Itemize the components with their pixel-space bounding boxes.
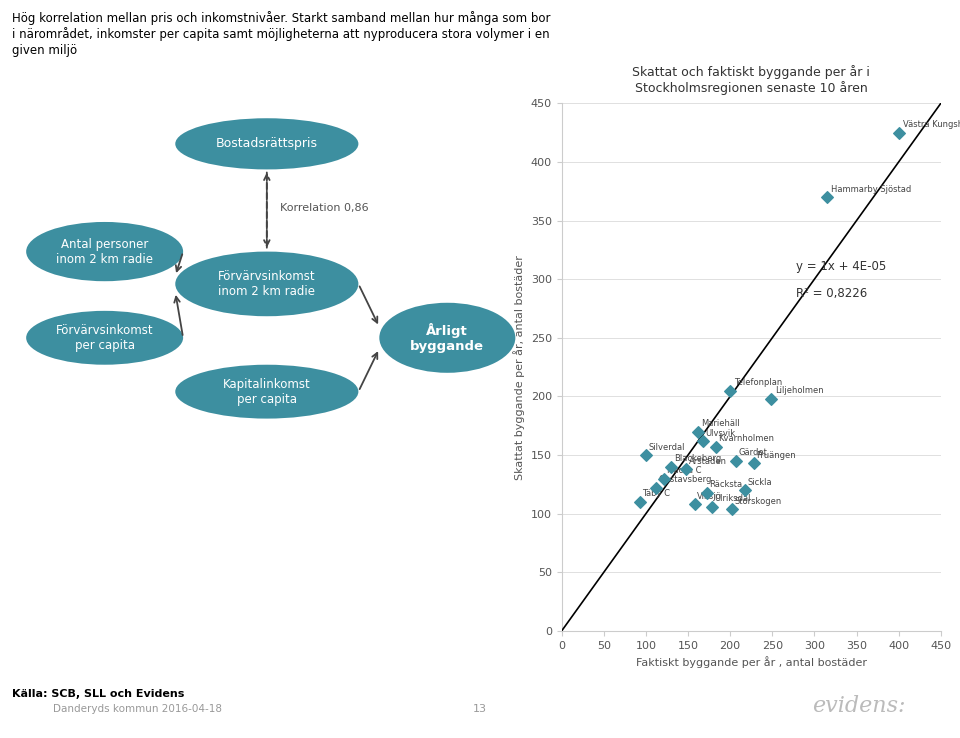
- Text: Ulvsvik: Ulvsvik: [706, 429, 735, 438]
- Point: [648, 482, 663, 494]
- Text: Liljeholmen: Liljeholmen: [775, 386, 824, 396]
- Point: [638, 449, 654, 461]
- Ellipse shape: [26, 222, 183, 281]
- Text: Silverdal: Silverdal: [648, 443, 684, 452]
- Text: Gustavsberg: Gustavsberg: [659, 475, 712, 484]
- Text: Korrelation 0,86: Korrelation 0,86: [280, 203, 369, 213]
- Text: Viksjö: Viksjö: [697, 492, 722, 501]
- Text: Källa: SCB, SLL och Evidens: Källa: SCB, SLL och Evidens: [12, 689, 184, 700]
- Text: Sickla: Sickla: [748, 477, 773, 487]
- X-axis label: Faktiskt byggande per år , antal bostäder: Faktiskt byggande per år , antal bostäde…: [636, 656, 867, 668]
- Text: Telefonplan: Telefonplan: [734, 378, 782, 387]
- Text: Hög korrelation mellan pris och inkomstnivåer. Starkt samband mellan hur många s: Hög korrelation mellan pris och inkomstn…: [12, 11, 550, 25]
- Text: Årligt
byggande: Årligt byggande: [410, 323, 485, 353]
- Point: [699, 487, 714, 499]
- Text: Bostadsrättspris: Bostadsrättspris: [216, 137, 318, 151]
- Point: [891, 127, 906, 139]
- Point: [729, 455, 744, 467]
- Text: i närområdet, inkomster per capita samt möjligheterna att nyproducera stora voly: i närområdet, inkomster per capita samt …: [12, 27, 549, 41]
- Point: [737, 484, 753, 496]
- Text: Västra Kungsholmen: Västra Kungsholmen: [902, 120, 960, 129]
- Y-axis label: Skattat byggande per år, antal bostäder: Skattat byggande per år, antal bostäder: [514, 255, 525, 480]
- Text: Täby C: Täby C: [642, 489, 670, 498]
- Text: Nyproduktionen i sig medför att omlandet blir tätare och att: Nyproduktionen i sig medför att omlandet…: [27, 591, 384, 604]
- Ellipse shape: [176, 118, 358, 170]
- Ellipse shape: [176, 252, 358, 316]
- Text: Kvarnholmen: Kvarnholmen: [718, 435, 775, 444]
- Text: bostäder: bostäder: [27, 562, 80, 575]
- Text: Gärdet: Gärdet: [738, 449, 767, 458]
- Point: [657, 472, 672, 484]
- Text: Förvärvsinkomst
per capita: Förvärvsinkomst per capita: [56, 324, 154, 352]
- Point: [679, 463, 694, 475]
- Point: [763, 393, 779, 404]
- Title: Skattat och faktiskt byggande per år i
Stockholmsregionen senaste 10 åren: Skattat och faktiskt byggande per år i S…: [633, 65, 870, 95]
- Point: [708, 441, 724, 453]
- Point: [704, 501, 719, 513]
- Ellipse shape: [176, 365, 358, 418]
- Text: Blackeberg: Blackeberg: [674, 455, 721, 463]
- Text: y = 1x + 4E-05: y = 1x + 4E-05: [796, 260, 886, 273]
- Text: Hammarby Sjöstad: Hammarby Sjöstad: [831, 184, 911, 193]
- Text: Nacka C: Nacka C: [667, 466, 702, 475]
- Text: tillgång på kapital gradvis ökar: tillgång på kapital gradvis ökar: [27, 613, 211, 627]
- Point: [724, 503, 739, 515]
- Text: R² = 0,8226: R² = 0,8226: [796, 287, 867, 300]
- Text: Storskogen: Storskogen: [734, 497, 781, 506]
- Text: Antal personer
inom 2 km radie: Antal personer inom 2 km radie: [56, 238, 154, 266]
- Text: given miljö: given miljö: [12, 44, 77, 57]
- Text: Ulriksdal: Ulriksdal: [714, 494, 751, 503]
- Point: [746, 458, 761, 469]
- Point: [723, 384, 738, 396]
- Text: 13: 13: [473, 704, 487, 714]
- Text: Mariehäll: Mariehäll: [701, 419, 739, 428]
- Text: Kapitalinkomst
per capita: Kapitalinkomst per capita: [223, 378, 311, 406]
- Point: [663, 461, 679, 473]
- Point: [690, 426, 706, 438]
- Text: evidens:: evidens:: [812, 695, 906, 717]
- Text: Danderyds kommun 2016-04-18: Danderyds kommun 2016-04-18: [53, 704, 222, 714]
- Text: Fruängen: Fruängen: [756, 451, 796, 460]
- Text: Förvärvsinkomst
inom 2 km radie: Förvärvsinkomst inom 2 km radie: [218, 270, 316, 298]
- Text: Ärstaden: Ärstaden: [689, 457, 727, 466]
- Point: [633, 496, 648, 508]
- Point: [695, 435, 710, 447]
- Ellipse shape: [379, 303, 516, 373]
- Point: [819, 191, 834, 203]
- Ellipse shape: [26, 311, 183, 365]
- Text: Räcksta: Räcksta: [709, 480, 742, 489]
- Point: [687, 498, 703, 510]
- Text: Över tid förändras dock möjligheterna till att nyproducera: Över tid förändras dock möjligheterna ti…: [27, 540, 371, 554]
